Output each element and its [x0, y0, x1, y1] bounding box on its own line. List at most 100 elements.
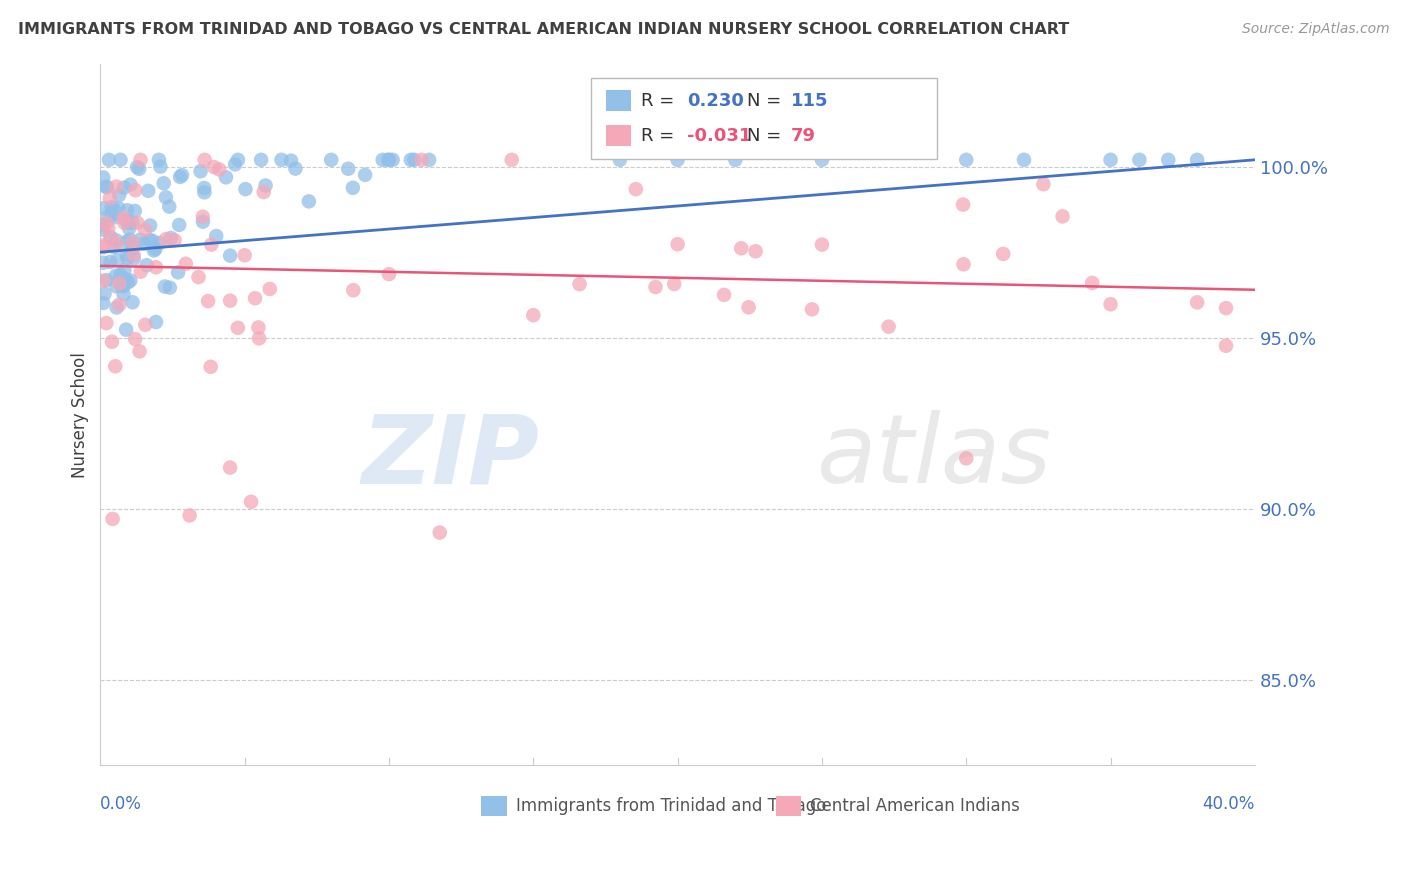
- Text: R =: R =: [641, 92, 673, 110]
- Point: [114, 216, 136, 230]
- Point: [91, 240, 114, 254]
- Point: [167, 218, 190, 232]
- Point: [100, 230, 122, 244]
- Point: [259, 282, 281, 296]
- Point: [378, 153, 401, 167]
- Point: [163, 233, 186, 247]
- Point: [108, 188, 131, 202]
- Point: [240, 495, 263, 509]
- Point: [235, 182, 257, 196]
- Point: [169, 169, 191, 184]
- Point: [104, 268, 127, 283]
- Point: [152, 176, 174, 190]
- Point: [215, 170, 238, 185]
- Point: [193, 186, 215, 200]
- Point: [105, 237, 128, 252]
- Point: [120, 178, 142, 192]
- Text: atlas: atlas: [815, 410, 1052, 503]
- Point: [955, 451, 977, 466]
- Point: [219, 293, 242, 308]
- Point: [1215, 339, 1237, 353]
- Point: [105, 279, 128, 293]
- Point: [1185, 153, 1208, 167]
- Point: [105, 179, 128, 194]
- Point: [666, 237, 689, 252]
- Text: 0.0%: 0.0%: [100, 795, 142, 813]
- Point: [243, 291, 266, 305]
- Point: [96, 180, 118, 194]
- Point: [354, 168, 377, 182]
- Point: [110, 278, 132, 293]
- Point: [112, 211, 135, 225]
- Point: [115, 235, 138, 249]
- Point: [132, 236, 155, 251]
- Point: [744, 244, 766, 259]
- Point: [117, 276, 139, 290]
- Point: [101, 208, 124, 222]
- Point: [993, 247, 1015, 261]
- Point: [91, 274, 114, 288]
- Point: [127, 160, 149, 174]
- Point: [145, 260, 167, 275]
- Point: [98, 191, 121, 205]
- Point: [200, 237, 222, 252]
- Point: [193, 181, 215, 195]
- Point: [96, 273, 118, 287]
- Point: [107, 202, 129, 216]
- Point: [96, 180, 118, 194]
- Point: [159, 280, 181, 294]
- Point: [270, 153, 292, 167]
- Point: [666, 153, 689, 167]
- Point: [644, 280, 666, 294]
- Point: [122, 248, 145, 262]
- Point: [1157, 153, 1180, 167]
- Bar: [481, 796, 506, 815]
- Point: [219, 460, 242, 475]
- Point: [194, 153, 217, 167]
- Point: [101, 334, 124, 349]
- Point: [247, 331, 270, 345]
- Point: [1012, 153, 1035, 167]
- Point: [1128, 153, 1150, 167]
- Point: [811, 237, 834, 252]
- Point: [110, 153, 132, 167]
- Point: [801, 302, 824, 317]
- Point: [724, 153, 747, 167]
- Point: [134, 318, 156, 332]
- Point: [110, 268, 132, 282]
- Point: [120, 273, 142, 287]
- Point: [170, 168, 193, 182]
- Point: [104, 359, 127, 374]
- Point: [96, 216, 118, 230]
- Point: [138, 233, 160, 247]
- Point: [124, 204, 146, 219]
- Point: [98, 153, 121, 167]
- Point: [399, 153, 422, 167]
- Point: [129, 265, 152, 279]
- Point: [117, 251, 139, 265]
- Point: [117, 216, 139, 230]
- Point: [91, 296, 114, 310]
- Point: [127, 216, 149, 230]
- Point: [418, 153, 440, 167]
- Point: [115, 323, 138, 337]
- Point: [98, 255, 121, 269]
- Point: [381, 153, 404, 167]
- Point: [101, 512, 124, 526]
- Point: [155, 190, 177, 204]
- Point: [190, 164, 212, 178]
- Point: [136, 184, 159, 198]
- Point: [91, 238, 114, 252]
- FancyBboxPatch shape: [591, 78, 938, 159]
- Point: [737, 300, 759, 314]
- Point: [93, 201, 115, 215]
- Point: [187, 270, 209, 285]
- Point: [153, 279, 176, 293]
- Point: [429, 525, 451, 540]
- Point: [730, 241, 752, 255]
- Point: [342, 181, 364, 195]
- Point: [1052, 210, 1074, 224]
- Point: [226, 320, 249, 334]
- Point: [121, 243, 143, 257]
- Point: [298, 194, 321, 209]
